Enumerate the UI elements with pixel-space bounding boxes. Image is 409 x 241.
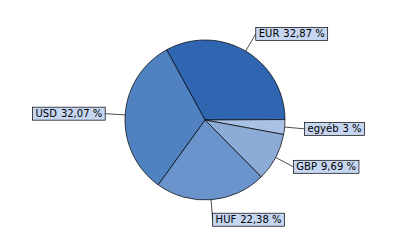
label-category: HUF (216, 214, 237, 225)
pie-slice (125, 50, 205, 185)
leader-line (276, 157, 294, 166)
label-text: EUR32,87 % (259, 28, 325, 39)
data-label: GBP 9,69 % (293, 160, 359, 173)
label-value: 3 % (343, 123, 362, 134)
data-label: EUR32,87 % (256, 27, 328, 40)
label-value: 9,69 % (321, 161, 356, 172)
pie (125, 40, 285, 200)
label-category: USD (36, 108, 58, 119)
data-label: HUF22,38 % (213, 213, 285, 226)
leader-line (246, 34, 256, 51)
label-text: USD32,07 % (36, 108, 103, 119)
label-box (293, 160, 359, 173)
label-value: 32,87 % (283, 28, 324, 39)
data-label: USD32,07 % (33, 107, 106, 120)
label-category: GBP (296, 161, 317, 172)
leader-line (105, 114, 125, 115)
label-category: egyéb (308, 123, 339, 134)
label-value: 32,07 % (61, 108, 102, 119)
label-box (213, 213, 285, 226)
label-box (256, 27, 328, 40)
label-box (33, 107, 106, 120)
label-text: egyéb 3 % (308, 123, 362, 134)
leader-line (285, 127, 305, 129)
label-text: HUF22,38 % (216, 214, 282, 225)
label-text: GBP 9,69 % (296, 161, 356, 172)
label-category: EUR (259, 28, 280, 39)
chart: EUR32,87 % egyéb 3 % GBP 9,69 % HUF22,38 % USD… (0, 0, 409, 241)
data-labels: EUR32,87 % egyéb 3 % GBP 9,69 % HUF22,38 % USD… (33, 27, 365, 226)
label-value: 22,38 % (240, 214, 281, 225)
label-box (305, 122, 365, 135)
data-label: egyéb 3 % (305, 122, 365, 135)
